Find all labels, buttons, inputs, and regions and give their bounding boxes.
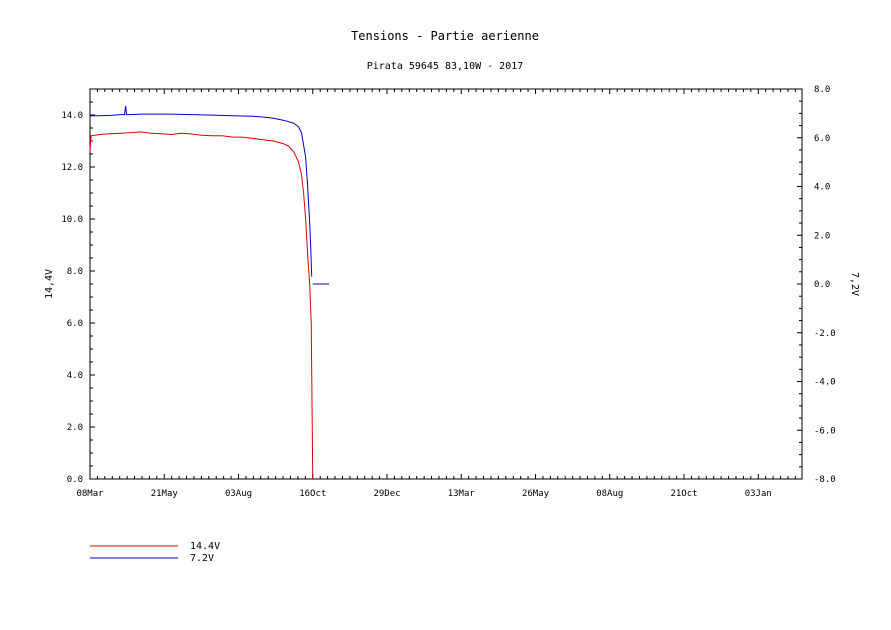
series-line-7-2V xyxy=(90,106,313,277)
x-axis: 08Mar 21May 03Aug 16Oct 29Dec 13Mar 26May 08Aug… xyxy=(76,89,796,499)
x-tick-label: 16Oct xyxy=(299,489,326,499)
y-axis-right-label: 7,2V xyxy=(849,272,860,296)
x-tick-label: 08Mar xyxy=(76,489,104,499)
y-left-tick-label: 4.0 xyxy=(67,371,83,381)
y-left-tick-label: 2.0 xyxy=(67,423,83,433)
y-axis-left-label: 14,4V xyxy=(44,269,55,299)
legend: 14.4V 7.2V xyxy=(90,541,220,564)
y-axis-left: 0.0 2.0 4.0 6.0 8.0 10.0 12.0 14.0 xyxy=(61,88,95,485)
chart-subtitle: Pirata 59645 83,10W - 2017 xyxy=(367,61,524,72)
y-right-tick-label: 6.0 xyxy=(814,134,830,144)
series-layer xyxy=(89,106,330,480)
y-right-tick-label: -2.0 xyxy=(814,329,836,339)
y-right-tick-label: -8.0 xyxy=(814,475,836,485)
x-tick-label: 13Mar xyxy=(448,489,476,499)
y-right-tick-label: 4.0 xyxy=(814,183,830,193)
y-right-tick-label: 8.0 xyxy=(814,85,830,95)
plot-frame xyxy=(89,88,803,480)
x-tick-label: 03Aug xyxy=(225,489,252,499)
chart-title: Tensions - Partie aerienne xyxy=(351,29,539,43)
x-tick-label: 03Jan xyxy=(745,489,772,499)
y-right-tick-label: 2.0 xyxy=(814,231,830,241)
y-right-tick-label: 0.0 xyxy=(814,280,830,290)
y-left-tick-label: 0.0 xyxy=(67,475,83,485)
y-axis-right: -8.0 -6.0 -4.0 -2.0 0.0 2.0 4.0 6.0 8.0 xyxy=(797,85,836,485)
y-right-tick-label: -6.0 xyxy=(814,426,836,436)
y-right-tick-label: -4.0 xyxy=(814,378,836,388)
x-tick-label: 08Aug xyxy=(596,489,623,499)
y-left-tick-label: 12.0 xyxy=(61,163,83,173)
y-left-tick-label: 10.0 xyxy=(61,215,83,225)
y-left-tick-label: 6.0 xyxy=(67,319,83,329)
legend-label-14-4v: 14.4V xyxy=(190,541,220,552)
x-tick-label: 21May xyxy=(151,489,179,499)
x-tick-label: 21Oct xyxy=(670,489,697,499)
y-left-tick-label: 14.0 xyxy=(61,111,83,121)
x-tick-label: 29Dec xyxy=(373,489,400,499)
x-tick-label: 26May xyxy=(522,489,550,499)
series-line-14-4V xyxy=(89,131,314,480)
y-left-tick-label: 8.0 xyxy=(67,267,83,277)
legend-label-7-2v: 7.2V xyxy=(190,553,214,564)
